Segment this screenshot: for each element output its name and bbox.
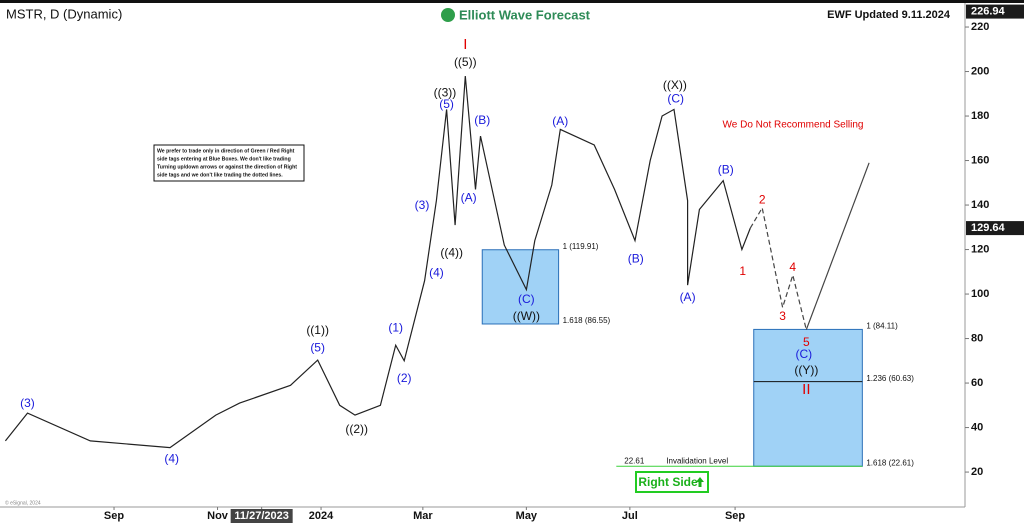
x-tick-label: Jul: [622, 510, 638, 522]
y-tick-label: 160: [971, 154, 989, 166]
logo: [441, 8, 455, 22]
note-line: Turning up/down arrows or against the di…: [157, 164, 297, 170]
invalidation-text: Invalidation Level: [666, 456, 728, 465]
x-tick-label: 2024: [309, 510, 334, 522]
wave-label: (A): [552, 114, 568, 128]
wave-label: 4: [789, 260, 796, 274]
wave-label: (C): [795, 347, 812, 361]
note-line: side tags and we don't like trading the …: [157, 172, 283, 178]
y-tick-label: 180: [971, 110, 989, 122]
x-tick-label: Nov: [207, 510, 229, 522]
wave-label: 3: [779, 309, 786, 323]
blue-box: [753, 328, 863, 467]
price-tag: [966, 221, 1024, 236]
wave-label: 1: [739, 264, 746, 278]
x-tick-label: Sep: [725, 510, 745, 522]
wave-label: II: [802, 381, 810, 398]
fib-label: 1 (119.91): [563, 242, 599, 251]
date-highlight: [230, 509, 293, 523]
wave-label: ((2)): [345, 422, 368, 436]
right-side-button: [635, 471, 709, 493]
brand: Elliott Wave Forecast: [459, 7, 591, 22]
right-side-text: Right Side: [638, 475, 698, 489]
wave-label: (5): [310, 340, 325, 354]
chart-title: MSTR, D (Dynamic): [6, 6, 122, 21]
wave-label: ((3)): [434, 85, 457, 99]
x-tick-label: May: [516, 510, 538, 522]
y-tick-label: 200: [971, 65, 989, 77]
wave-label: (1): [388, 320, 403, 334]
wave-label: (4): [164, 451, 179, 465]
y-tick-label: 60: [971, 377, 983, 389]
updated: EWF Updated 9.11.2024: [827, 9, 951, 21]
blue-box: [481, 249, 560, 325]
y-tick-label: 120: [971, 243, 989, 255]
fib-label: 1.236 (60.63): [866, 374, 914, 383]
note-line: side tags entering at Blue Boxes. We don…: [157, 156, 291, 162]
warning: We Do Not Recommend Selling: [723, 120, 864, 131]
y-tick-label: 20: [971, 466, 983, 478]
wave-label: (2): [397, 371, 412, 385]
y-tick-label: 220: [971, 21, 989, 33]
wave-label: (A): [680, 290, 696, 304]
note-line: We prefer to trade only in direction of …: [157, 148, 295, 154]
price-tag-label: 226.94: [971, 5, 1006, 17]
price-tag: [966, 4, 1024, 19]
x-tick-label: Sep: [104, 510, 124, 522]
y-tick-label: 40: [971, 421, 983, 433]
wave-label: (B): [628, 251, 644, 265]
wave-label: (C): [667, 91, 684, 105]
wave-label: (C): [518, 292, 535, 306]
wave-label: 5: [803, 335, 810, 349]
wave-label: ((Y)): [794, 363, 818, 377]
y-tick-label: 100: [971, 288, 989, 300]
wave-label: (3): [415, 198, 430, 212]
wave-label: 2: [759, 192, 766, 206]
invalidation-value: 22.61: [624, 456, 645, 465]
wave-label: (4): [429, 265, 444, 279]
fib-label: 1.618 (86.55): [563, 316, 611, 325]
top-border: [0, 0, 1024, 3]
wave-label: (B): [718, 162, 734, 176]
wave-label: ((X)): [663, 78, 687, 92]
wave-label: (3): [20, 396, 35, 410]
x-tick-label: 11/27/2023: [234, 510, 288, 522]
x-tick-label: Mar: [413, 510, 433, 522]
wave-label: (A): [461, 190, 477, 204]
price-tag-label: 129.64: [971, 222, 1006, 234]
wave-label: ((1)): [306, 323, 329, 337]
wave-label: ((4)): [440, 245, 463, 259]
wave-label: ((5)): [454, 55, 477, 69]
price-line: [4, 75, 751, 449]
price-line: [749, 206, 807, 330]
fib-label: 1.618 (22.61): [866, 458, 914, 467]
wave-label: ((W)): [513, 309, 540, 323]
wave-label: (5): [439, 97, 454, 111]
fib-label: 1 (84.11): [866, 322, 898, 331]
wave-label: I: [463, 36, 467, 53]
up-arrow: [696, 477, 704, 487]
note-box: [153, 144, 305, 182]
price-line: [805, 162, 870, 330]
wave-label: (B): [474, 113, 490, 127]
copyright: © eSignal, 2024: [5, 499, 41, 506]
y-tick-label: 140: [971, 199, 989, 211]
y-tick-label: 80: [971, 332, 983, 344]
